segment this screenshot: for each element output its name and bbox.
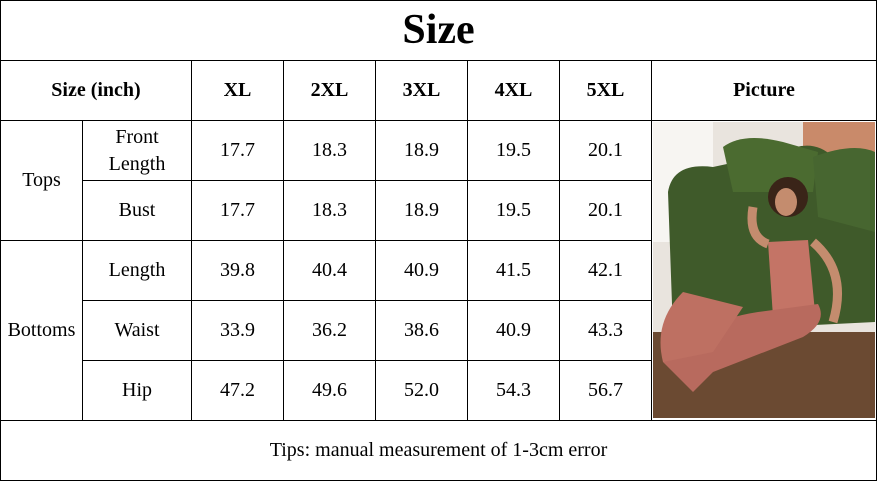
value-cell: 56.7 bbox=[559, 360, 652, 421]
value-cell: 18.3 bbox=[283, 120, 376, 181]
header-cell: Picture bbox=[651, 60, 877, 121]
header-cell: 4XL bbox=[467, 60, 560, 121]
title: Size bbox=[0, 0, 877, 61]
value-cell: 47.2 bbox=[191, 360, 284, 421]
header-cell: 5XL bbox=[559, 60, 652, 121]
value-cell: 49.6 bbox=[283, 360, 376, 421]
value-cell: 39.8 bbox=[191, 240, 284, 301]
row-label: Front Length bbox=[82, 120, 192, 181]
value-cell: 41.5 bbox=[467, 240, 560, 301]
group-label: Tops bbox=[0, 120, 83, 241]
value-cell: 19.5 bbox=[467, 180, 560, 241]
product-photo bbox=[653, 122, 875, 418]
value-cell: 17.7 bbox=[191, 180, 284, 241]
value-cell: 38.6 bbox=[375, 300, 468, 361]
value-cell: 54.3 bbox=[467, 360, 560, 421]
value-cell: 17.7 bbox=[191, 120, 284, 181]
row-label: Length bbox=[82, 240, 192, 301]
value-cell: 40.9 bbox=[467, 300, 560, 361]
header-cell: 3XL bbox=[375, 60, 468, 121]
value-cell: 42.1 bbox=[559, 240, 652, 301]
value-cell: 40.4 bbox=[283, 240, 376, 301]
group-label: Bottoms bbox=[0, 240, 83, 421]
value-cell: 33.9 bbox=[191, 300, 284, 361]
value-cell: 43.3 bbox=[559, 300, 652, 361]
row-label: Bust bbox=[82, 180, 192, 241]
row-label: Waist bbox=[82, 300, 192, 361]
value-cell: 36.2 bbox=[283, 300, 376, 361]
tips: Tips: manual measurement of 1-3cm error bbox=[0, 420, 877, 481]
value-cell: 18.3 bbox=[283, 180, 376, 241]
value-cell: 40.9 bbox=[375, 240, 468, 301]
value-cell: 20.1 bbox=[559, 120, 652, 181]
header-cell: Size (inch) bbox=[0, 60, 192, 121]
value-cell: 18.9 bbox=[375, 180, 468, 241]
value-cell: 19.5 bbox=[467, 120, 560, 181]
value-cell: 20.1 bbox=[559, 180, 652, 241]
header-cell: 2XL bbox=[283, 60, 376, 121]
header-cell: XL bbox=[191, 60, 284, 121]
row-label: Hip bbox=[82, 360, 192, 421]
value-cell: 52.0 bbox=[375, 360, 468, 421]
value-cell: 18.9 bbox=[375, 120, 468, 181]
